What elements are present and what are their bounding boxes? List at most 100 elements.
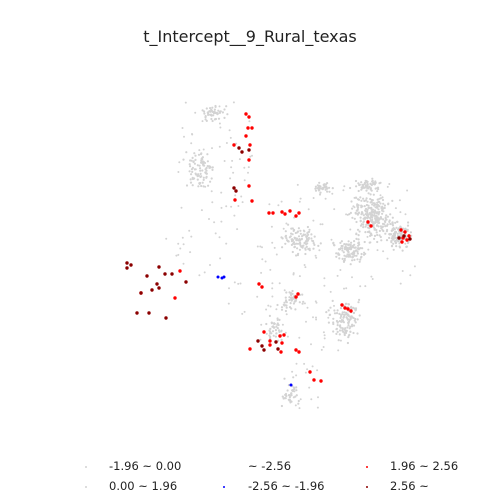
- map-point-gray: [332, 321, 335, 324]
- map-point-gray: [368, 206, 371, 209]
- map-point-gray: [221, 111, 224, 114]
- map-point-gray: [355, 254, 358, 257]
- map-point-gray: [293, 216, 296, 219]
- map-point-gray: [202, 185, 205, 188]
- map-point-gray: [330, 238, 333, 241]
- map-point-gray: [310, 343, 312, 346]
- map-point-gray: [360, 211, 364, 214]
- map-point-gray: [376, 233, 379, 237]
- map-point-gray: [404, 213, 407, 216]
- map-point-gray: [376, 190, 379, 193]
- map-point-gray: [189, 159, 192, 162]
- map-point-gray: [379, 194, 382, 197]
- map-point-gray: [386, 185, 389, 188]
- map-point-gray: [326, 182, 329, 185]
- map-point-darkred: [234, 189, 238, 193]
- map-point-gray: [270, 225, 273, 228]
- map-point-gray: [358, 298, 361, 301]
- map-point-gray: [327, 316, 330, 319]
- map-point-gray: [284, 299, 288, 302]
- map-point-gray: [351, 216, 354, 219]
- map-point-gray: [275, 332, 278, 335]
- map-point-gray: [341, 313, 344, 316]
- map-point-gray: [189, 178, 192, 181]
- map-point-gray: [329, 306, 332, 309]
- map-point-gray: [378, 200, 381, 203]
- map-point-gray: [293, 243, 296, 246]
- map-point-gray: [200, 161, 203, 164]
- map-point-gray: [391, 235, 394, 238]
- map-point-darkred: [139, 291, 143, 295]
- map-point-gray: [333, 208, 336, 211]
- map-point-gray: [213, 108, 216, 111]
- map-point-gray: [318, 184, 321, 188]
- map-point-gray: [223, 116, 226, 119]
- map-point-gray: [336, 324, 339, 327]
- map-point-red: [346, 307, 350, 311]
- map-point-gray: [357, 234, 360, 237]
- map-point-gray: [316, 369, 319, 372]
- map-point-gray: [304, 252, 307, 256]
- map-point-gray: [292, 272, 295, 275]
- map-point-gray: [276, 323, 279, 326]
- map-point-gray: [306, 306, 309, 309]
- map-point-gray: [248, 120, 251, 123]
- map-point-gray: [377, 186, 380, 189]
- map-point-gray: [317, 396, 319, 399]
- map-point-gray: [314, 187, 317, 190]
- map-point-gray: [296, 247, 299, 250]
- map-point-gray: [251, 154, 253, 157]
- map-point-gray: [384, 225, 387, 228]
- map-point-gray: [336, 320, 339, 323]
- map-point-gray: [299, 229, 302, 232]
- map-point-gray: [319, 191, 322, 194]
- map-point-gray: [197, 153, 201, 156]
- map-point-gray: [216, 113, 219, 116]
- map-point-gray: [217, 109, 220, 112]
- map-point-gray: [296, 230, 300, 233]
- map-point-red: [279, 350, 283, 354]
- map-point-gray: [281, 237, 284, 240]
- map-point-red: [250, 126, 254, 130]
- map-point-gray: [357, 244, 360, 247]
- map-point-gray: [198, 182, 201, 185]
- map-point-gray: [373, 202, 376, 205]
- map-point-red: [178, 269, 182, 273]
- map-point-gray: [314, 254, 317, 257]
- map-point-gray: [290, 307, 293, 310]
- map-point-red: [308, 370, 312, 374]
- map-point-gray: [318, 193, 322, 196]
- map-point-gray: [249, 155, 252, 158]
- map-point-gray: [406, 189, 409, 192]
- map-point-gray: [384, 216, 387, 219]
- map-point-gray: [346, 213, 349, 216]
- map-point-gray: [384, 232, 387, 235]
- map-point-gray: [226, 113, 229, 116]
- map-point-gray: [200, 159, 203, 162]
- map-point-gray: [314, 185, 317, 188]
- map-point-gray: [214, 111, 217, 115]
- map-point-gray: [291, 292, 294, 295]
- legend-label-196-to-256: 1.96 ~ 2.56: [390, 459, 459, 473]
- map-point-gray: [310, 233, 313, 236]
- map-point-gray: [380, 206, 383, 209]
- map-point-gray: [397, 240, 400, 243]
- map-point-gray: [379, 235, 382, 239]
- map-point-gray: [348, 318, 351, 322]
- map-point-gray: [230, 205, 233, 208]
- map-point-darkred: [155, 282, 159, 286]
- map-point-gray: [286, 389, 289, 392]
- map-point-gray: [200, 152, 203, 155]
- map-point-darkred: [125, 261, 129, 265]
- map-point-gray: [369, 219, 372, 221]
- map-point-gray: [391, 216, 394, 219]
- map-point-gray: [218, 111, 221, 114]
- map-point-gray: [383, 220, 387, 223]
- map-point-darkred: [262, 348, 266, 352]
- map-point-gray: [364, 184, 368, 187]
- map-point-gray: [388, 183, 391, 185]
- map-point-gray: [332, 241, 335, 244]
- map-point-gray: [280, 308, 284, 311]
- map-point-gray: [366, 213, 369, 216]
- map-point-gray: [352, 316, 355, 320]
